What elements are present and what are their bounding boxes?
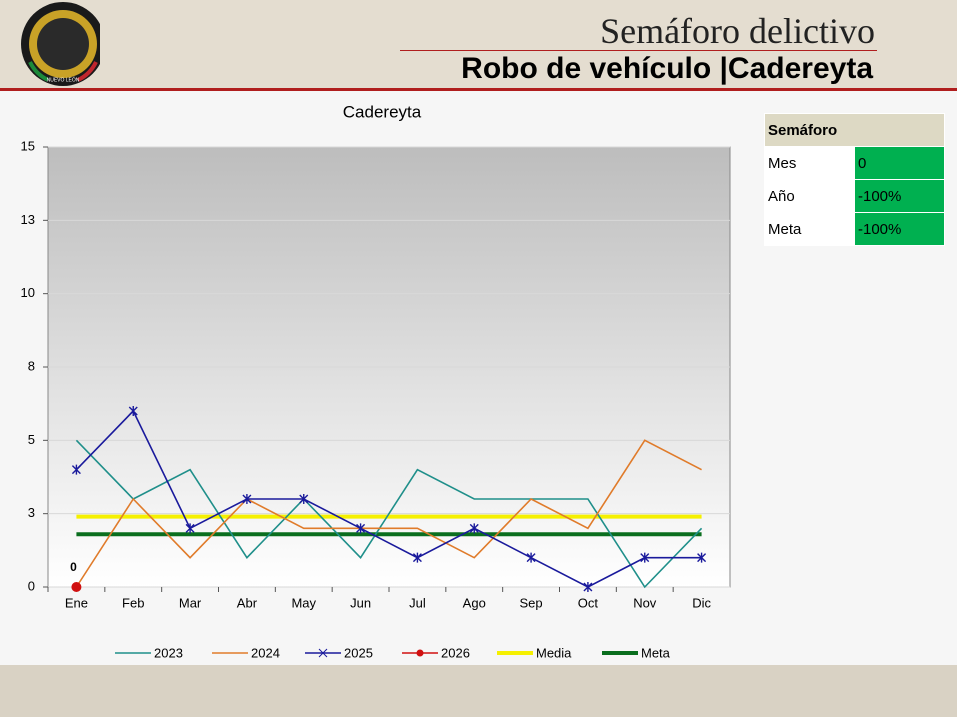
x-tick-label: Jun — [350, 595, 371, 610]
semaforo-table: Semáforo Mes 0 Año -100% Meta -100% — [764, 113, 945, 246]
x-tick-label: Ago — [463, 595, 486, 610]
logo: NUEVO LEÓN — [21, 2, 100, 86]
x-tick-label: Abr — [237, 595, 258, 610]
point — [299, 494, 309, 504]
row-label: Mes — [764, 146, 855, 180]
row-value: 0 — [854, 146, 945, 180]
row-label: Año — [764, 179, 855, 213]
legend-marker — [318, 648, 328, 658]
x-tick-label: Mar — [179, 595, 202, 610]
rule — [400, 50, 877, 51]
legend-label: Media — [536, 645, 572, 660]
y-tick-label: 13 — [21, 212, 35, 227]
logo-text: NUEVO LEÓN — [47, 76, 80, 83]
x-tick-label: May — [291, 595, 316, 610]
header: NUEVO LEÓN Semáforo delictivo Robo de ve… — [0, 0, 957, 91]
point — [128, 406, 138, 416]
x-tick-label: Feb — [122, 595, 144, 610]
point — [71, 582, 82, 592]
title: Semáforo delictivo — [600, 11, 875, 51]
legend-label: 2023 — [154, 645, 183, 660]
x-tick-label: Jul — [409, 595, 426, 610]
x-tick-label: Sep — [520, 595, 543, 610]
legend-label: 2025 — [344, 645, 373, 660]
x-tick-label: Oct — [578, 595, 599, 610]
legend-marker — [416, 649, 424, 657]
series-line — [75, 409, 702, 588]
chart-title: Cadereyta — [343, 102, 422, 121]
row-value: -100% — [854, 179, 945, 213]
point — [412, 552, 422, 563]
y-tick-label: 10 — [21, 285, 35, 300]
point — [526, 552, 536, 563]
point — [697, 552, 707, 563]
legend-label: Meta — [641, 645, 671, 660]
point — [640, 552, 650, 563]
legend-label: 2024 — [251, 645, 280, 660]
footer — [0, 665, 957, 717]
legend-label: 2026 — [441, 645, 470, 660]
y-tick-label: 5 — [28, 432, 35, 447]
table-header: Semáforo — [764, 113, 945, 147]
row-value: -100% — [854, 212, 945, 246]
x-tick-label: Dic — [692, 595, 711, 610]
chart: Cadereyta 0 3 5 8 10 13 15 Ene Feb Mar Abr May Jun Ju… — [21, 102, 731, 660]
point — [356, 523, 366, 534]
x-tick-label: Nov — [633, 595, 657, 610]
point — [71, 464, 81, 475]
point — [469, 523, 479, 534]
y-tick-label: 0 — [28, 578, 35, 593]
y-tick-label: 15 — [21, 138, 35, 153]
series-line — [75, 439, 702, 588]
point — [583, 582, 593, 592]
x-tick-label: Ene — [65, 595, 88, 610]
point — [185, 523, 195, 534]
point — [242, 494, 252, 504]
y-tick-label: 8 — [28, 358, 35, 373]
y-tick-label: 3 — [28, 505, 35, 520]
data-label: 0 — [70, 560, 77, 574]
subtitle: Robo de vehículo |Cadereyta — [461, 52, 873, 85]
row-label: Meta — [764, 212, 855, 246]
